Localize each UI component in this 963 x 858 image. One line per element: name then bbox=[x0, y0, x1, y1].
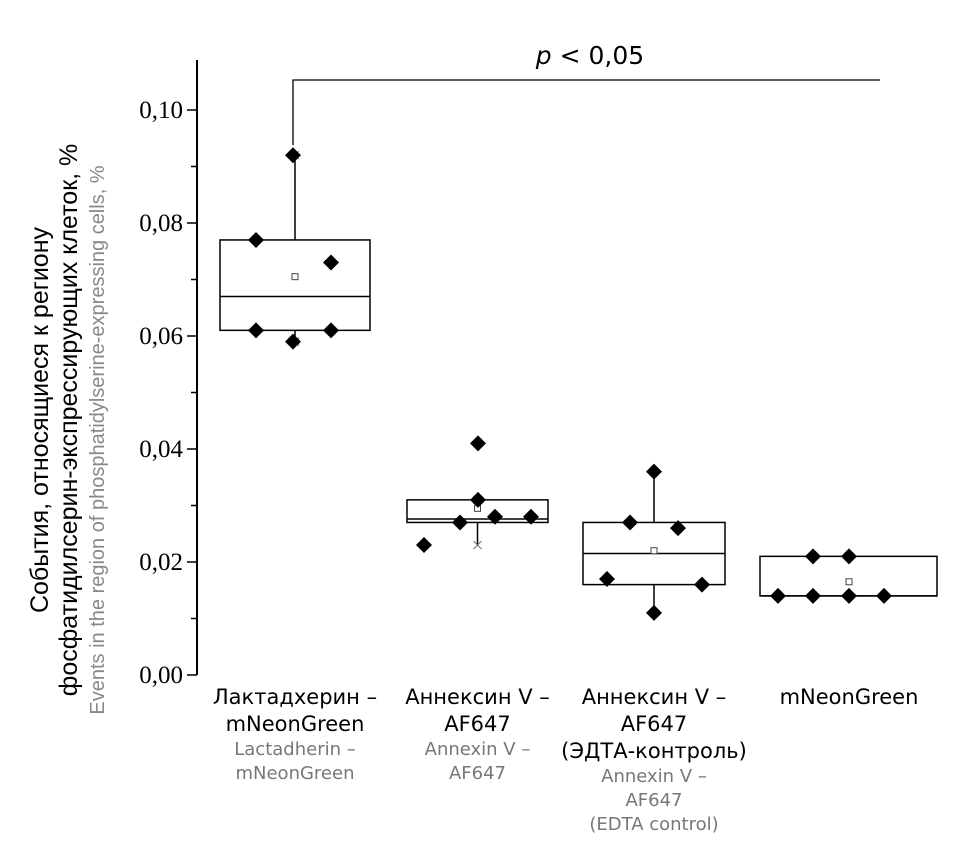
box-group-3 bbox=[582, 463, 726, 621]
data-point bbox=[248, 322, 264, 339]
data-point bbox=[841, 548, 857, 565]
mean-marker bbox=[650, 547, 658, 555]
data-point bbox=[523, 508, 539, 525]
data-point bbox=[646, 604, 662, 621]
y-axis-title-line1: События, относящиеся к региону bbox=[26, 226, 54, 613]
data-point bbox=[599, 570, 615, 587]
category-label-en: Lactadherin – bbox=[234, 739, 355, 760]
y-tick-label: 0,08 bbox=[139, 210, 183, 237]
data-point bbox=[770, 587, 786, 604]
category-label: Аннексин V – bbox=[582, 685, 727, 709]
category-label: mNeonGreen bbox=[226, 712, 365, 736]
data-point bbox=[622, 514, 638, 531]
y-tick-label: 0,02 bbox=[139, 549, 183, 576]
data-point bbox=[285, 147, 301, 164]
category-labels: Лактадхерин – mNeonGreen Lactadherin – mNeo… bbox=[213, 685, 919, 835]
data-point bbox=[670, 520, 686, 537]
data-point bbox=[416, 537, 432, 554]
category-label: AF647 bbox=[444, 712, 511, 736]
category-label-en: Annexin V – bbox=[601, 766, 707, 787]
data-point bbox=[805, 587, 821, 604]
extreme-marker bbox=[473, 540, 482, 550]
category-label-en: mNeonGreen bbox=[235, 763, 354, 784]
data-point bbox=[285, 333, 301, 350]
data-point bbox=[470, 435, 486, 452]
y-tick-label: 0,10 bbox=[139, 97, 183, 124]
mean-marker bbox=[845, 578, 853, 586]
box-group-2 bbox=[406, 435, 549, 554]
box bbox=[219, 239, 371, 332]
y-axis-title: События, относящиеся к региону фосфатиди… bbox=[26, 144, 109, 715]
data-point bbox=[248, 231, 264, 248]
y-tick-label: 0,00 bbox=[139, 662, 183, 689]
data-point bbox=[805, 548, 821, 565]
data-point bbox=[470, 491, 486, 508]
y-tick-label: 0,06 bbox=[139, 323, 183, 350]
category-label: (ЭДТА-контроль) bbox=[561, 739, 747, 763]
category-label: mNeonGreen bbox=[780, 685, 919, 709]
category-label-en: AF647 bbox=[449, 763, 506, 784]
significance-bracket: p < 0,05 bbox=[292, 41, 880, 145]
significance-label: p < 0,05 bbox=[535, 41, 644, 70]
category-label: AF647 bbox=[621, 712, 688, 736]
data-point bbox=[323, 322, 339, 339]
data-point bbox=[646, 463, 662, 480]
mean-marker bbox=[291, 273, 299, 281]
category-label-en: AF647 bbox=[625, 790, 682, 811]
category-label: Аннексин V – bbox=[405, 685, 550, 709]
y-tick-label: 0,04 bbox=[139, 436, 183, 463]
data-point bbox=[452, 514, 468, 531]
category-label-en: (EDTA control) bbox=[589, 814, 718, 835]
y-axis-title-en: Events in the region of phosphatidylseri… bbox=[87, 165, 109, 714]
significance-line bbox=[292, 79, 880, 145]
data-point bbox=[694, 576, 710, 593]
box-group-1 bbox=[219, 147, 371, 350]
category-label: Лактадхерин – bbox=[213, 685, 377, 709]
data-point bbox=[487, 508, 503, 525]
data-point bbox=[323, 254, 339, 271]
data-point bbox=[876, 587, 892, 604]
category-label-en: Annexin V – bbox=[425, 739, 531, 760]
data-point bbox=[841, 587, 857, 604]
y-axis: 0,00 0,02 0,04 0,06 0,08 0,10 bbox=[139, 60, 198, 689]
box-group-4 bbox=[759, 548, 938, 604]
y-axis-title-line2: фосфатидилсерин-экспрессирующих клеток, … bbox=[55, 144, 83, 697]
boxes bbox=[219, 147, 938, 621]
